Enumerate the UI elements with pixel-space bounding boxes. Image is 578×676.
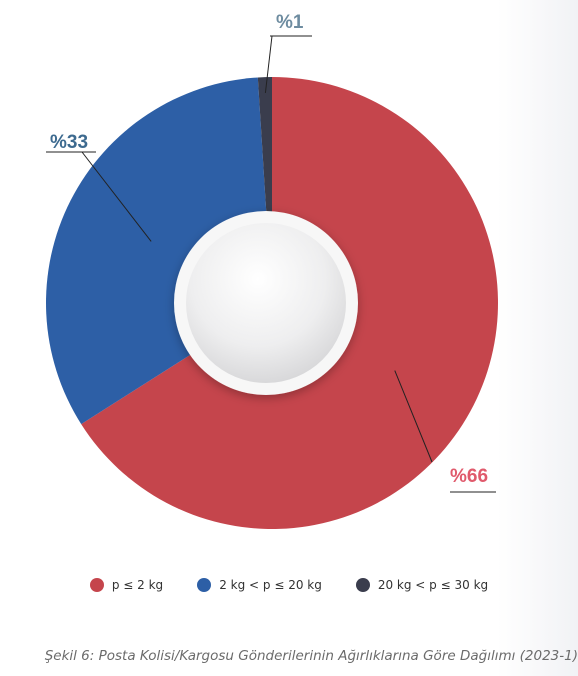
label-leader-line-1 [81,151,152,242]
legend-item-0: p ≤ 2 kg [89,578,164,592]
donut-hole-inner [186,223,346,383]
legend-item-1: 2 kg < p ≤ 20 kg [197,578,322,592]
label-leader-line-0 [394,370,433,463]
legend-label: 2 kg < p ≤ 20 kg [219,578,322,592]
data-label-1: %33 [50,132,88,153]
label-leader-line-2 [264,35,273,93]
legend-item-2: 20 kg < p ≤ 30 kg [355,578,489,592]
donut-chart: %66 %33 %1 [46,12,498,529]
legend-swatch-icon [89,578,104,592]
legend-swatch-icon [355,578,370,592]
legend-label: 20 kg < p ≤ 30 kg [377,578,489,592]
legend-label: p ≤ 2 kg [111,578,164,592]
legend-swatch-icon [197,578,212,592]
data-label-2: %1 [276,12,304,33]
legend: p ≤ 2 kg 2 kg < p ≤ 20 kg 20 kg < p ≤ 30 k… [0,570,578,600]
figure-caption: Şekil 6: Posta Kolisi/Kargosu Gönderiler… [44,648,578,664]
data-label-0: %66 [450,466,488,487]
